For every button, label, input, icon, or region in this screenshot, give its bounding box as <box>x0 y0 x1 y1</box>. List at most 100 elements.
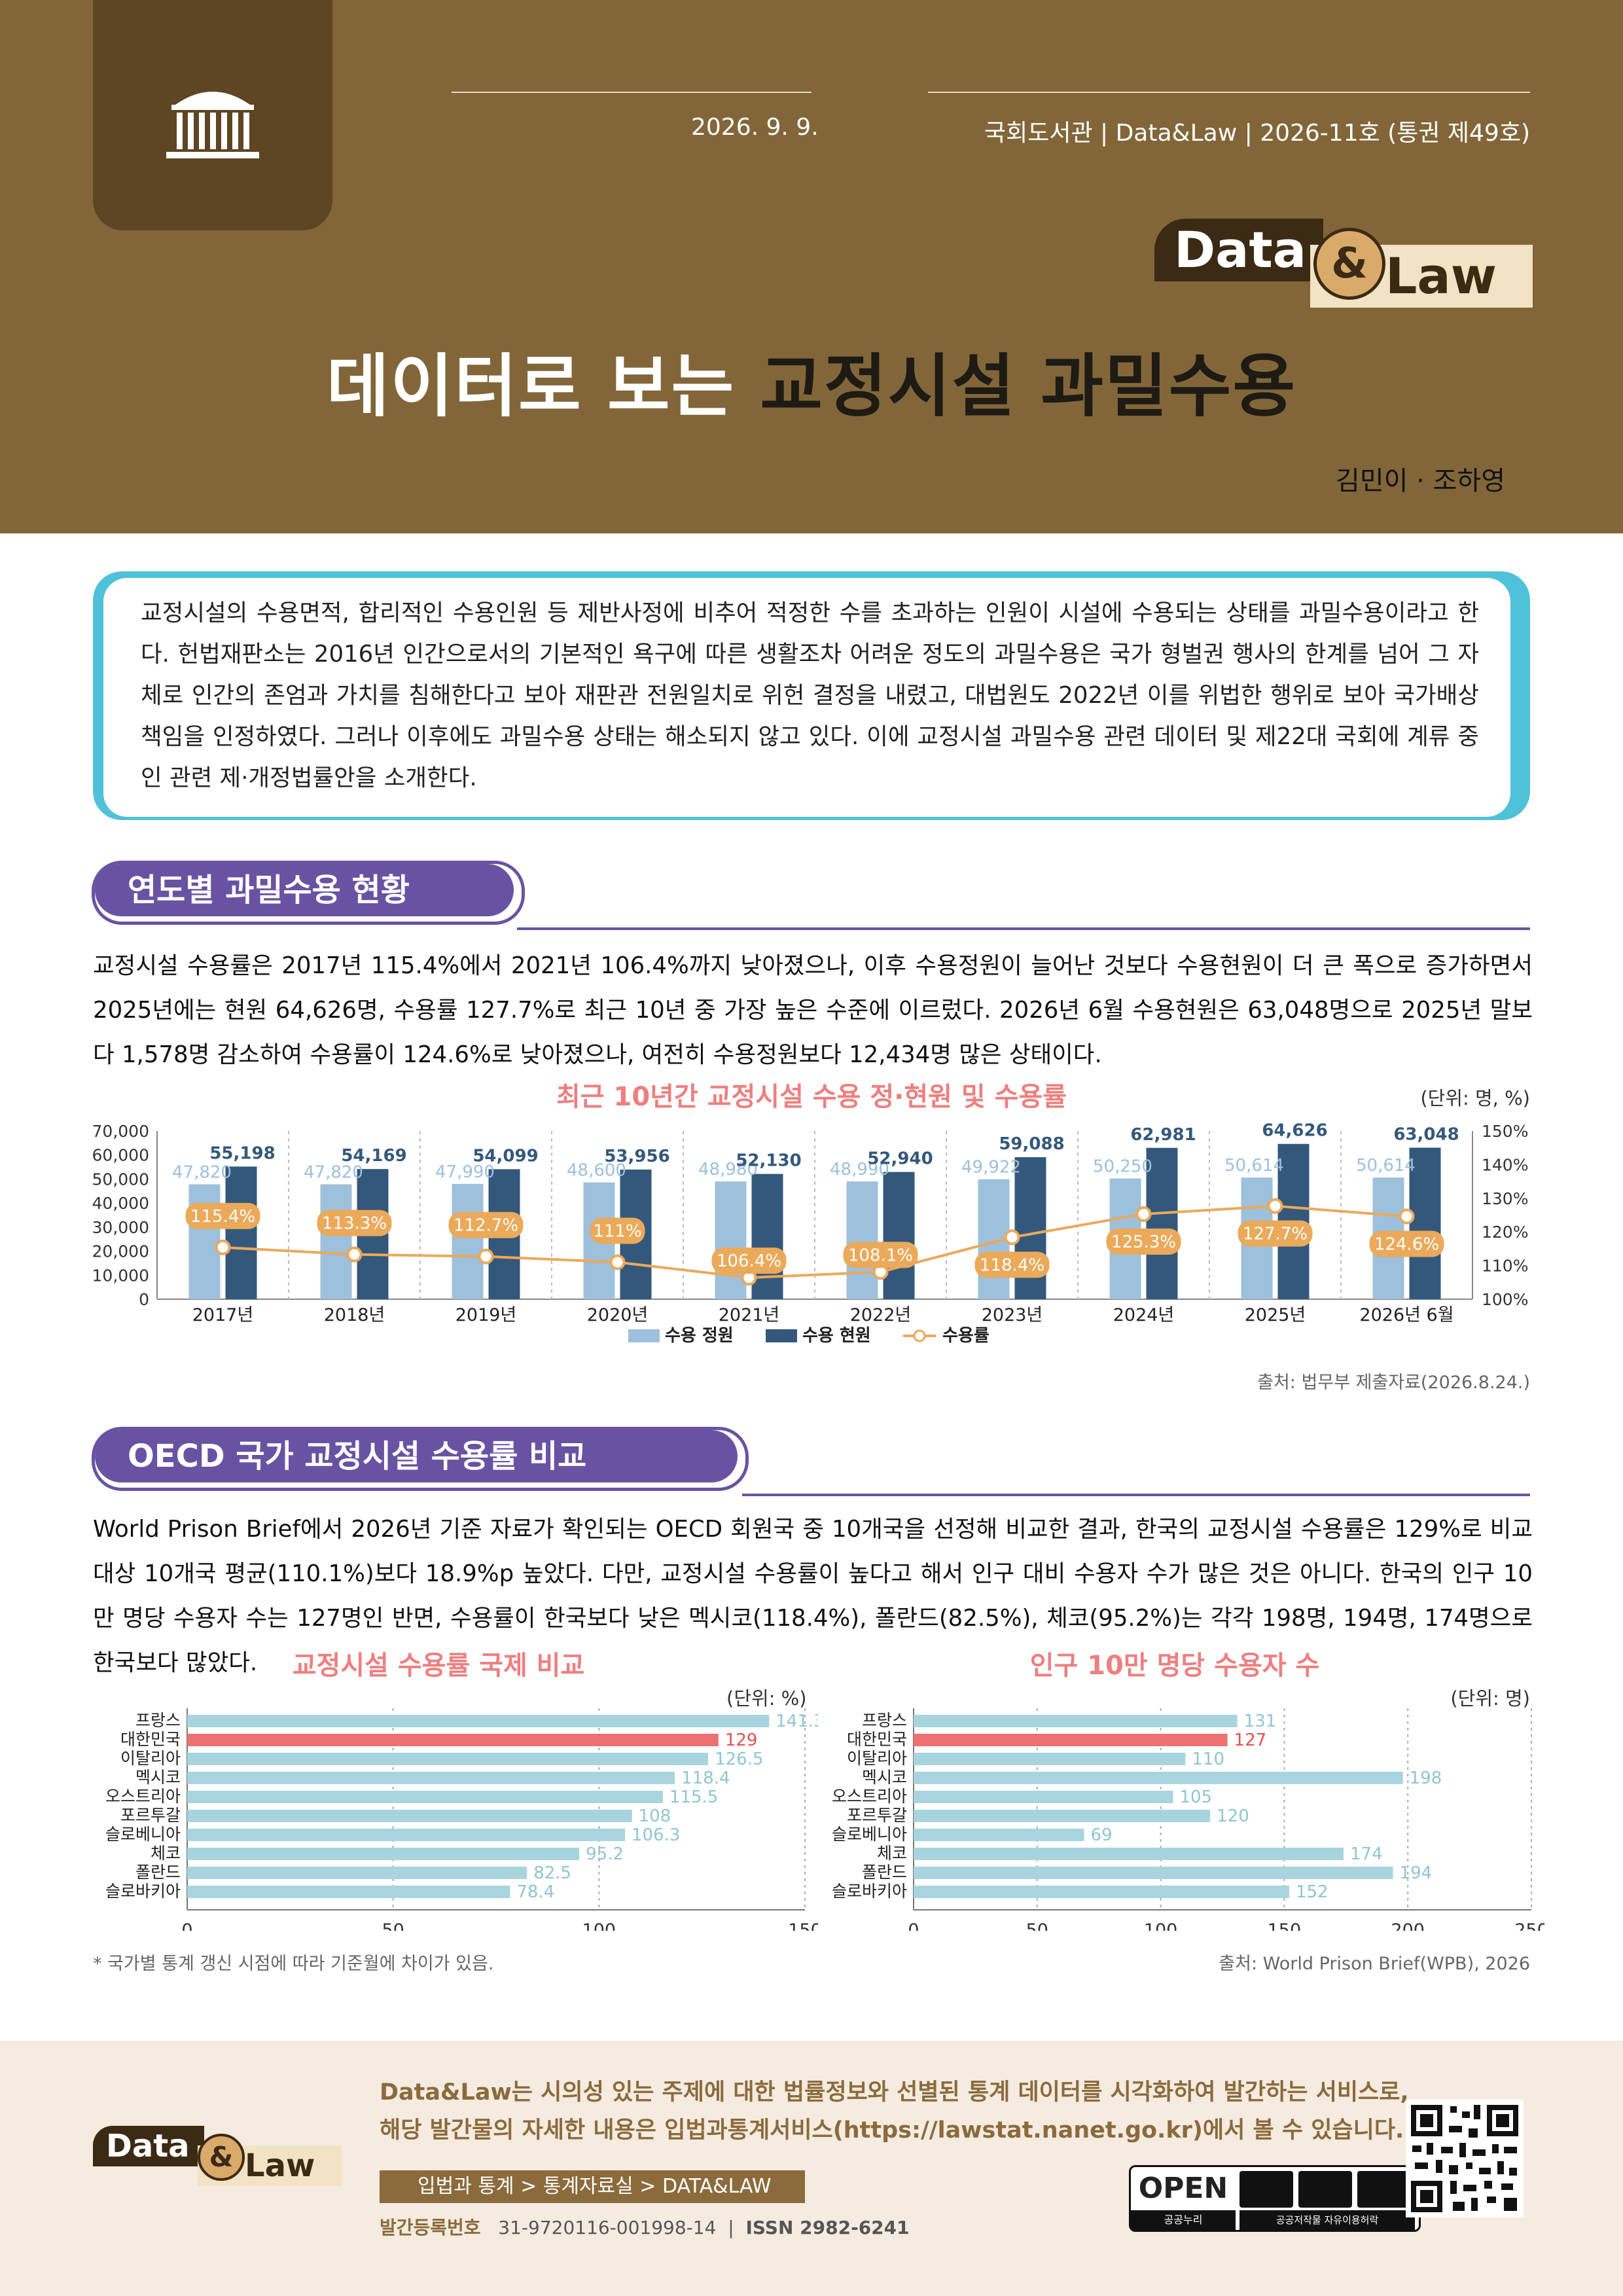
footer-breadcrumb[interactable]: 입법과 통계 > 통계자료실 > DATA&LAW <box>380 2170 805 2203</box>
rate-label: 108.1% <box>848 1246 913 1265</box>
bar <box>914 1753 1186 1765</box>
bar-inmates-label: 52,130 <box>736 1151 801 1171</box>
chart2-svg: 0 50 100 150 프랑스 141.3 대한민국 129 이탈리아 126.5 멕시코 118.… <box>105 1708 818 1931</box>
x-tick-label: 2019년 <box>455 1305 517 1325</box>
pub-label: 발간등록번호 <box>380 2217 481 2238</box>
chart2-unit: (단위: %) <box>726 1687 807 1710</box>
bar-value-label: 174 <box>1350 1844 1383 1864</box>
line-point <box>215 1239 231 1255</box>
line-point <box>346 1246 363 1263</box>
authors: 김민이 · 조하영 <box>1336 466 1505 496</box>
legend-label-inmates: 수용 현원 <box>802 1326 871 1346</box>
rate-label-box <box>1106 1228 1181 1255</box>
y-right-tick-label: 120% <box>1482 1223 1528 1242</box>
line-point <box>1267 1198 1283 1214</box>
section2-rule <box>742 1494 1530 1496</box>
bar-value-label: 198 <box>1410 1768 1442 1788</box>
bar-inmates-label: 52,940 <box>867 1149 933 1169</box>
chart3-svg: 0 50 100 150 200 250 프랑스 131 대한민국 127 이탈리아 110 멕시코 19… <box>832 1708 1544 1931</box>
x-tick-label: 150 <box>788 1920 818 1931</box>
footer-description: Data&Law는 시의성 있는 주제에 대한 법률정보와 선별된 통계 데이터… <box>380 2073 1409 2149</box>
category-label: 프랑스 <box>862 1711 907 1730</box>
x-tick-label: 50 <box>1026 1920 1048 1931</box>
brand-badge: Data Law & <box>1153 216 1533 308</box>
x-tick-label: 100 <box>582 1920 616 1931</box>
logo-box <box>93 0 332 230</box>
x-tick-label: 2023년 <box>982 1305 1043 1325</box>
bar-value-label: 82.5 <box>533 1863 571 1883</box>
rate-label-box <box>185 1202 260 1229</box>
category-label: 포르투갈 <box>120 1806 181 1825</box>
title-part2: 교정시설 과밀수용 <box>760 346 1297 426</box>
category-label: 체코 <box>151 1844 181 1863</box>
open-sub2: 공공저작물 자유이용허락 <box>1240 2210 1415 2230</box>
y-left-tick-label: 60,000 <box>92 1146 149 1165</box>
category-label: 슬로베니아 <box>832 1825 907 1844</box>
x-tick-label: 250 <box>1514 1920 1544 1931</box>
rate-label-box <box>448 1211 524 1238</box>
open-sub: 공공누리 <box>1131 2210 1236 2230</box>
rate-label: 125.3% <box>1111 1232 1176 1252</box>
national-assembly-icon <box>166 92 259 158</box>
bar <box>187 1772 675 1784</box>
bar-capacity-label: 47,990 <box>435 1162 495 1182</box>
summary-box-inner <box>103 578 1510 817</box>
section2-paragraph: World Prison Brief에서 2026년 기준 자료가 확인되는 O… <box>93 1516 1533 1676</box>
bar-capacity <box>320 1184 352 1299</box>
bar-capacity-label: 48,600 <box>567 1161 626 1181</box>
legend-label-capacity: 수용 정원 <box>665 1326 734 1346</box>
qr-code-icon[interactable] <box>1406 2100 1524 2217</box>
rate-label: 111% <box>593 1221 641 1241</box>
bar <box>914 1734 1228 1746</box>
section1-heading: 연도별 과밀수용 현황 <box>95 864 514 916</box>
category-label: 프랑스 <box>135 1711 181 1730</box>
category-label: 이탈리아 <box>847 1749 907 1768</box>
rate-label: 115.4% <box>190 1207 255 1227</box>
bar <box>914 1867 1393 1879</box>
bar-value-label: 110 <box>1192 1749 1224 1769</box>
rate-label: 118.4% <box>980 1255 1044 1275</box>
x-tick-label: 50 <box>382 1920 404 1931</box>
bar-capacity-label: 48,980 <box>698 1160 758 1179</box>
x-tick-label: 2021년 <box>719 1305 780 1325</box>
y-right-tick-label: 100% <box>1482 1290 1528 1309</box>
y-left-tick-label: 50,000 <box>92 1170 149 1189</box>
chart1-title: 최근 10년간 교정시설 수용 정·현원 및 수용률 <box>556 1082 1067 1112</box>
bar <box>187 1715 770 1727</box>
line-point <box>1004 1229 1020 1246</box>
rate-label-box <box>1369 1230 1444 1257</box>
title-part1: 데이터로 보는 <box>326 346 760 426</box>
line-point <box>478 1248 494 1265</box>
category-label: 슬로베니아 <box>105 1825 181 1844</box>
bar <box>187 1886 510 1898</box>
y-left-tick-label: 20,000 <box>92 1242 149 1261</box>
x-tick-label: 2022년 <box>850 1305 912 1325</box>
y-right-tick-label: 140% <box>1482 1155 1528 1174</box>
bar <box>187 1829 625 1841</box>
bar-capacity-label: 47,820 <box>172 1162 232 1182</box>
rate-label-box <box>590 1217 645 1244</box>
category-label: 멕시코 <box>862 1768 907 1787</box>
license-by-icon <box>1240 2171 1293 2208</box>
rate-label-box <box>1238 1220 1313 1247</box>
category-label: 대한민국 <box>120 1730 181 1749</box>
brand-amp: & <box>1313 228 1385 300</box>
rate-label-box <box>974 1251 1050 1278</box>
line-occupancy-rate <box>223 1204 1407 1280</box>
bar-capacity <box>846 1181 878 1299</box>
y-right-tick-label: 150% <box>1482 1122 1528 1141</box>
bar-inmates-label: 63,048 <box>1393 1125 1459 1145</box>
x-tick-label: 2024년 <box>1113 1305 1175 1325</box>
brand-data: Data <box>1154 219 1323 281</box>
chart2-title: 교정시설 수용률 국제 비교 <box>292 1651 585 1681</box>
bar-inmates-label: 59,088 <box>999 1134 1064 1154</box>
line-point <box>1399 1208 1415 1225</box>
bar-value-label: 126.5 <box>715 1749 763 1769</box>
bar <box>914 1886 1289 1898</box>
x-tick-label: 2026년 6월 <box>1359 1305 1454 1325</box>
series-info: 국회도서관 | Data&Law | 2026-11호 (통권 제49호) <box>984 120 1530 147</box>
bar <box>914 1829 1084 1841</box>
bar-value-label: 141.3 <box>776 1712 818 1731</box>
x-tick-label: 2017년 <box>192 1305 254 1325</box>
x-tick-label: 0 <box>181 1920 192 1931</box>
